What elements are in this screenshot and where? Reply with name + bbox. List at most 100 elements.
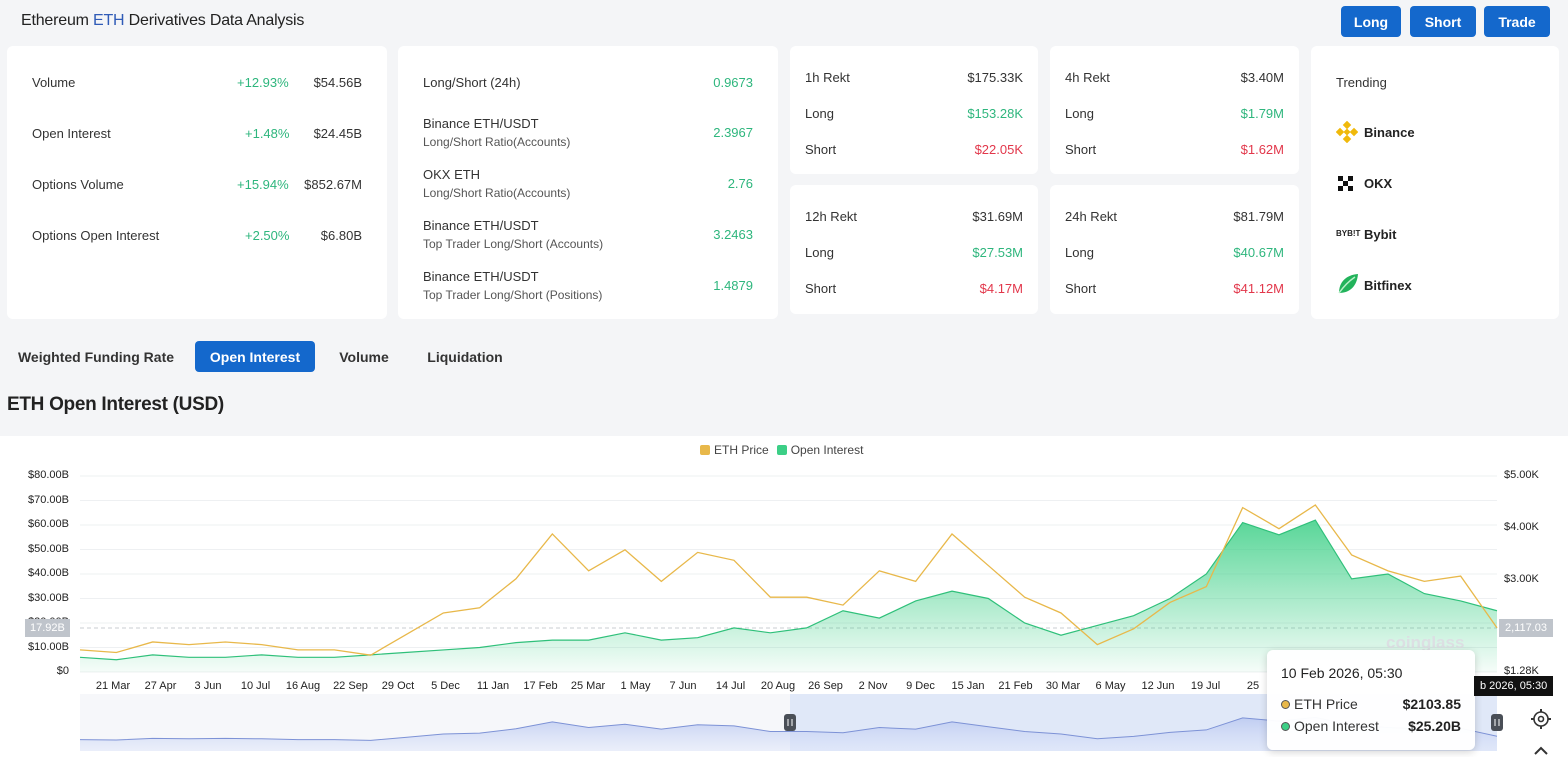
- rekt-short-label: Short: [805, 281, 837, 296]
- rekt-long-value: $40.67M: [1233, 245, 1284, 260]
- rekt-12h-card: 12h Rekt $31.69M Long $27.53M Short $4.1…: [790, 185, 1038, 314]
- binance-icon: [1336, 121, 1358, 143]
- y-right-tick: $5.00K: [1504, 469, 1539, 481]
- tab-open-interest[interactable]: Open Interest: [195, 341, 315, 372]
- short-button[interactable]: Short: [1410, 6, 1476, 37]
- y-left-tick: $0: [56, 665, 69, 677]
- ratio-label: Binance ETH/USDT: [423, 218, 539, 233]
- rekt-long-value: $153.28K: [967, 106, 1023, 121]
- ratio-sublabel: Top Trader Long/Short (Accounts): [423, 237, 604, 251]
- x-tick-label: 14 Jul: [715, 680, 746, 692]
- tab-weighted-funding-rate[interactable]: Weighted Funding Rate: [17, 348, 175, 365]
- stat-change: +1.48%: [245, 126, 290, 141]
- y-left-tick: $60.00B: [28, 518, 69, 530]
- rekt-short-value: $1.62M: [1240, 142, 1284, 157]
- trending-item-binance[interactable]: Binance: [1336, 121, 1536, 143]
- rekt-long-label: Long: [1065, 245, 1094, 260]
- ratio-value: 0.9673: [713, 75, 753, 90]
- rekt-title: 24h Rekt: [1065, 209, 1118, 224]
- chart-legend: ETH Price Open Interest: [700, 443, 863, 457]
- trending-item-label: OKX: [1364, 176, 1393, 191]
- y-right-tick: $1.28K: [1504, 665, 1539, 677]
- x-tick-label: 29 Oct: [381, 680, 415, 692]
- legend-item-open-interest[interactable]: Open Interest: [776, 443, 863, 457]
- y-right-pointer-label: 2,117.03: [1499, 619, 1554, 637]
- x-tick-label: 15 Jan: [951, 680, 985, 692]
- stat-change: +15.94%: [237, 177, 289, 192]
- rekt-long-label: Long: [1065, 106, 1094, 121]
- y-left-tick: $30.00B: [28, 592, 69, 604]
- long-short-ratio-card: Long/Short (24h) 0.9673 Binance ETH/USDT…: [398, 46, 778, 319]
- stat-value: $6.80B: [320, 228, 362, 243]
- stat-value: $852.67M: [304, 177, 362, 192]
- rekt-long-value: $27.53M: [972, 245, 1023, 260]
- x-tick-label: 9 Dec: [906, 680, 935, 692]
- stat-label: Volume: [32, 75, 76, 90]
- trending-item-bybit[interactable]: BYB!T Bybit: [1336, 223, 1536, 245]
- trending-item-bitfinex[interactable]: Bitfinex: [1336, 274, 1536, 296]
- rekt-short-value: $22.05K: [974, 142, 1023, 157]
- x-tick-label: 21 Feb: [998, 680, 1033, 692]
- stat-change: +12.93%: [237, 75, 289, 90]
- series-open-interest-line: [79, 519, 1498, 661]
- trending-item-label: Binance: [1364, 125, 1415, 140]
- tooltip-row-price: ETH Price $2103.85: [1281, 696, 1461, 712]
- rekt-total: $31.69M: [972, 209, 1023, 224]
- x-tick-label: 26 Sep: [808, 680, 843, 692]
- legend-item-eth-price[interactable]: ETH Price: [700, 443, 769, 457]
- x-tick-label: 10 Jul: [240, 680, 271, 692]
- x-tick-label: 25: [1246, 680, 1260, 692]
- rekt-total: $81.79M: [1233, 209, 1284, 224]
- x-tick-label: 21 Mar: [95, 680, 131, 692]
- stat-label: Open Interest: [32, 126, 111, 141]
- navigator-handle-right: [1491, 714, 1503, 731]
- x-tick-label: 11 Jan: [476, 680, 510, 692]
- rekt-24h-card: 24h Rekt $81.79M Long $40.67M Short $41.…: [1050, 185, 1299, 314]
- ratio-sublabel: Long/Short Ratio(Accounts): [423, 135, 571, 149]
- ratio-label: Binance ETH/USDT: [423, 269, 539, 284]
- rekt-long-label: Long: [805, 245, 834, 260]
- watermark: coinglass: [1386, 633, 1465, 652]
- ratio-value: 2.76: [727, 176, 753, 191]
- navigator-handle-left: [784, 714, 796, 731]
- y-left-tick: $40.00B: [28, 567, 69, 579]
- chart-tooltip: 10 Feb 2026, 05:30 ETH Price $2103.85 Op…: [1267, 650, 1475, 750]
- chevron-up-icon[interactable]: [1533, 745, 1549, 755]
- rekt-1h-card: 1h Rekt $175.33K Long $153.28K Short $22…: [790, 46, 1038, 174]
- trending-title: Trending: [1336, 75, 1387, 90]
- y-right-tick: $3.00K: [1504, 573, 1539, 585]
- x-tick-label: 5 Dec: [431, 680, 460, 692]
- stat-label: Options Open Interest: [32, 228, 160, 243]
- settings-gear-icon[interactable]: [1530, 708, 1552, 730]
- y-left-tick: $70.00B: [28, 494, 69, 506]
- ratio-sublabel: Long/Short Ratio(Accounts): [423, 186, 571, 200]
- x-tick-label: 3 Jun: [194, 680, 222, 692]
- series-eth-price-line: [79, 504, 1498, 656]
- trending-item-okx[interactable]: OKX: [1336, 172, 1536, 194]
- ratio-value: 1.4879: [713, 278, 753, 293]
- bybit-icon: BYB!T: [1336, 229, 1361, 238]
- rekt-short-label: Short: [1065, 142, 1097, 157]
- navigator-area: [80, 717, 1497, 751]
- rekt-total: $3.40M: [1240, 70, 1284, 85]
- stat-value: $54.56B: [313, 75, 362, 90]
- x-pointer-label: b 2026, 05:30: [1474, 676, 1554, 696]
- x-tick-label: 20 Aug: [760, 680, 796, 692]
- x-tick-label: 6 May: [1095, 680, 1126, 692]
- tab-volume[interactable]: Volume: [339, 348, 389, 365]
- trade-button[interactable]: Trade: [1484, 6, 1550, 37]
- ratio-label: OKX ETH: [423, 167, 481, 182]
- long-button[interactable]: Long: [1341, 6, 1401, 37]
- tab-liquidation[interactable]: Liquidation: [427, 348, 503, 365]
- market-stats-card: Volume +12.93% $54.56B Open Interest +1.…: [7, 46, 387, 319]
- stat-label: Options Volume: [32, 177, 124, 192]
- rekt-title: 4h Rekt: [1065, 70, 1110, 85]
- trending-item-label: Bitfinex: [1364, 278, 1412, 293]
- stat-value: $24.45B: [313, 126, 362, 141]
- header-bar: Ethereum ETH Derivatives Data Analysis L…: [0, 0, 1568, 44]
- rekt-short-value: $41.12M: [1233, 281, 1284, 296]
- rekt-title: 1h Rekt: [805, 70, 850, 85]
- x-tick-label: 1 May: [620, 680, 651, 692]
- rekt-long-value: $1.79M: [1240, 106, 1284, 121]
- rekt-4h-card: 4h Rekt $3.40M Long $1.79M Short $1.62M: [1050, 46, 1299, 174]
